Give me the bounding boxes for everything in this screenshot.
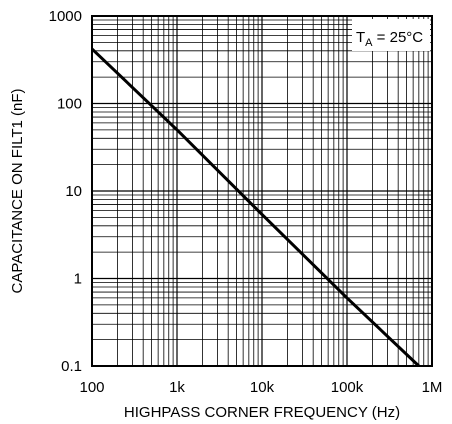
annotation-symbol: T bbox=[356, 29, 365, 46]
y-tick-label: 100 bbox=[57, 96, 82, 113]
y-tick-label: 1000 bbox=[49, 8, 82, 25]
annotation-value: = 25°C bbox=[373, 29, 424, 46]
grid bbox=[92, 16, 432, 366]
x-axis-label: HIGHPASS CORNER FREQUENCY (Hz) bbox=[124, 404, 400, 421]
x-tick-labels: 100 1k 10k 100k 1M bbox=[79, 379, 442, 396]
x-tick-label: 1k bbox=[169, 379, 185, 396]
series-line-1 bbox=[90, 47, 420, 368]
plot-frame bbox=[91, 15, 433, 367]
x-tick-label: 100 bbox=[79, 379, 104, 396]
x-tick-label: 100k bbox=[331, 379, 364, 396]
y-axis-label: CAPACITANCE ON FILT1 (nF) bbox=[9, 88, 26, 293]
annotation-background bbox=[352, 19, 430, 51]
y-tick-labels: 0.1 1 10 100 1000 bbox=[49, 8, 82, 375]
x-tick-label: 1M bbox=[422, 379, 443, 396]
y-tick-label: 0.1 bbox=[61, 358, 82, 375]
series-layer bbox=[90, 47, 420, 368]
temperature-annotation: TA = 25°C bbox=[352, 19, 430, 51]
annotation-subscript: A bbox=[365, 37, 373, 49]
annotation-text: TA = 25°C bbox=[356, 29, 423, 49]
y-tick-label: 10 bbox=[65, 183, 82, 200]
x-tick-label: 10k bbox=[250, 379, 275, 396]
y-tick-label: 1 bbox=[74, 271, 82, 288]
